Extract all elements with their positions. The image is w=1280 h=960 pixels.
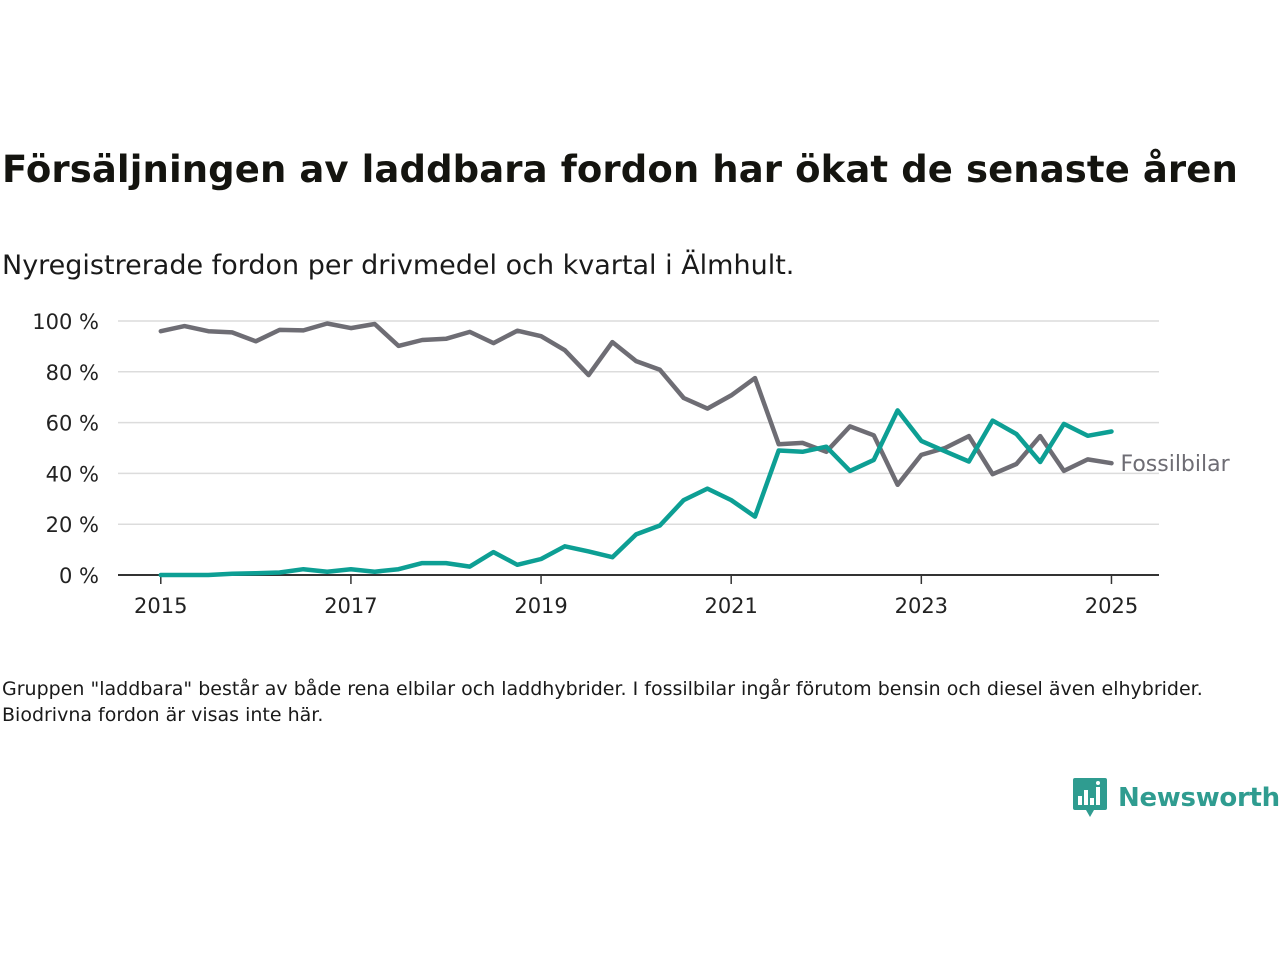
x-tick-label: 2019	[514, 594, 567, 618]
footnote: Gruppen "laddbara" består av både rena e…	[2, 678, 1203, 726]
series-label-0: Fossilbilar	[1120, 452, 1230, 477]
series-lines	[158, 321, 1114, 578]
series-line-0	[158, 321, 1114, 488]
y-tick-label: 100 %	[32, 310, 99, 334]
x-axis: 2015 2017 2019 2021 2023 2025	[118, 574, 1159, 618]
x-tick-label: 2017	[324, 594, 377, 618]
y-tick-label: 0 %	[59, 564, 99, 588]
x-tick-label: 2025	[1085, 594, 1138, 618]
series-line-1	[158, 408, 1114, 578]
line-chart: 0 % 20 % 40 % 60 % 80 % 100 % 2015 2017 2019 202…	[32, 310, 1230, 618]
brand-name: Newsworthy	[1118, 783, 1280, 813]
y-axis-tick-labels: 0 % 20 % 40 % 60 % 80 % 100 %	[32, 310, 99, 588]
series-labels: Fossilbilar	[1120, 452, 1230, 477]
chart-subtitle: Nyregistrerade fordon per drivmedel och …	[2, 250, 795, 281]
gridlines	[118, 320, 1159, 525]
y-tick-label: 80 %	[46, 361, 99, 385]
y-tick-label: 60 %	[46, 412, 99, 436]
newsworthy-logo-icon	[1073, 778, 1107, 817]
y-tick-label: 40 %	[46, 462, 99, 486]
brand-logo: Newsworthy	[1072, 776, 1280, 820]
x-tick-label: 2021	[704, 594, 757, 618]
y-tick-label: 20 %	[46, 513, 99, 537]
chart-title: Försäljningen av laddbara fordon har öka…	[2, 148, 1238, 191]
x-tick-label: 2023	[895, 594, 948, 618]
x-tick-label: 2015	[134, 594, 187, 618]
